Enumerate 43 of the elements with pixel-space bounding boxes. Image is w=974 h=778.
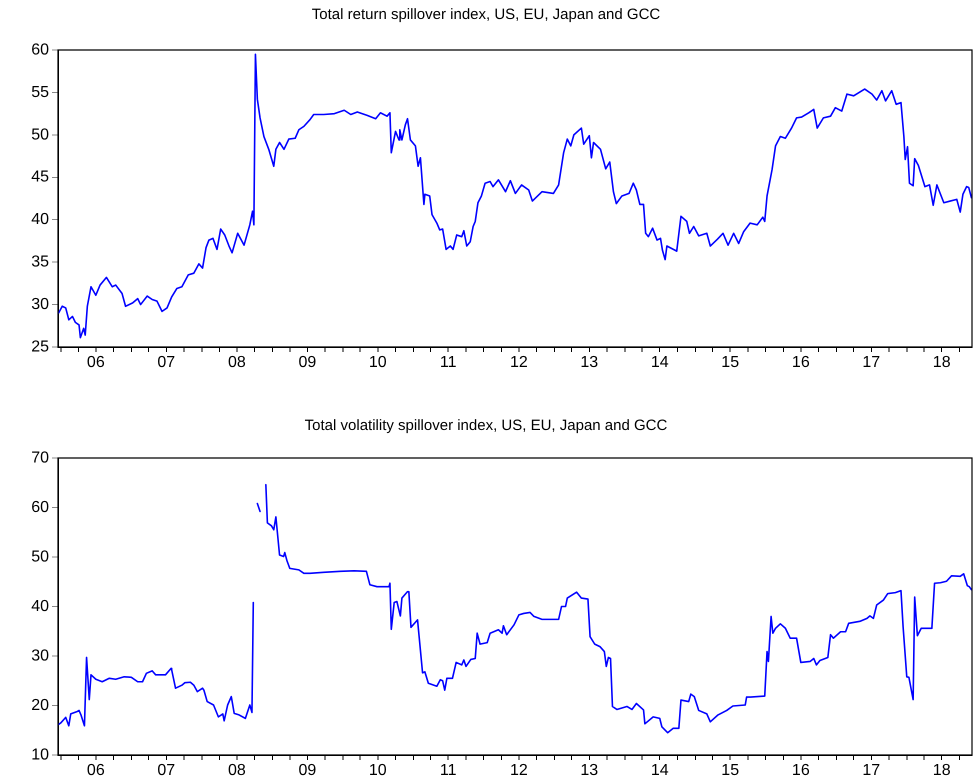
x-tick-label: 09 <box>298 762 316 778</box>
x-tick-label: 14 <box>650 354 669 372</box>
y-tick-label: 60 <box>31 498 50 516</box>
y-tick-label: 45 <box>31 168 50 186</box>
chart-title: Total return spillover index, US, EU, Japan and GCC <box>312 6 660 24</box>
x-tick-label: 18 <box>932 762 951 778</box>
x-tick-label: 17 <box>862 354 880 372</box>
y-tick-label: 35 <box>31 254 50 271</box>
y-tick-label: 20 <box>31 696 50 714</box>
x-tick-label: 13 <box>580 762 598 778</box>
x-tick-label: 12 <box>510 354 528 372</box>
y-tick-label: 30 <box>31 647 50 664</box>
x-tick-label: 15 <box>721 354 740 372</box>
y-tick-label: 30 <box>31 296 50 313</box>
x-tick-label: 10 <box>368 762 387 778</box>
y-tick-label: 55 <box>31 84 50 101</box>
y-tick-label: 10 <box>31 746 50 764</box>
y-tick-label: 25 <box>31 338 50 356</box>
x-tick-label: 06 <box>86 354 105 372</box>
x-tick-label: 12 <box>510 762 528 778</box>
y-tick-label: 60 <box>31 41 50 58</box>
x-tick-label: 06 <box>86 762 105 778</box>
x-tick-label: 16 <box>792 354 810 372</box>
x-tick-label: 18 <box>932 354 951 372</box>
y-tick-label: 50 <box>31 126 50 144</box>
x-tick-label: 09 <box>298 354 316 372</box>
x-tick-label: 13 <box>580 354 598 372</box>
x-tick-label: 08 <box>228 762 246 778</box>
x-tick-label: 16 <box>792 762 810 778</box>
y-tick-label: 40 <box>31 598 50 615</box>
x-tick-label: 17 <box>862 762 880 778</box>
x-tick-label: 11 <box>440 354 457 372</box>
x-tick-label: 07 <box>157 354 176 372</box>
y-tick-label: 50 <box>31 548 50 566</box>
x-tick-label: 07 <box>157 762 176 778</box>
x-tick-label: 08 <box>228 354 246 372</box>
x-tick-label: 14 <box>650 762 669 778</box>
x-tick-label: 15 <box>721 762 740 778</box>
chart-title: Total volatility spillover index, US, EU, Japan and GCC <box>304 417 668 434</box>
x-tick-label: 10 <box>368 354 387 372</box>
x-tick-label: 11 <box>440 762 457 778</box>
y-tick-label: 70 <box>31 449 50 466</box>
y-tick-label: 40 <box>31 211 50 228</box>
